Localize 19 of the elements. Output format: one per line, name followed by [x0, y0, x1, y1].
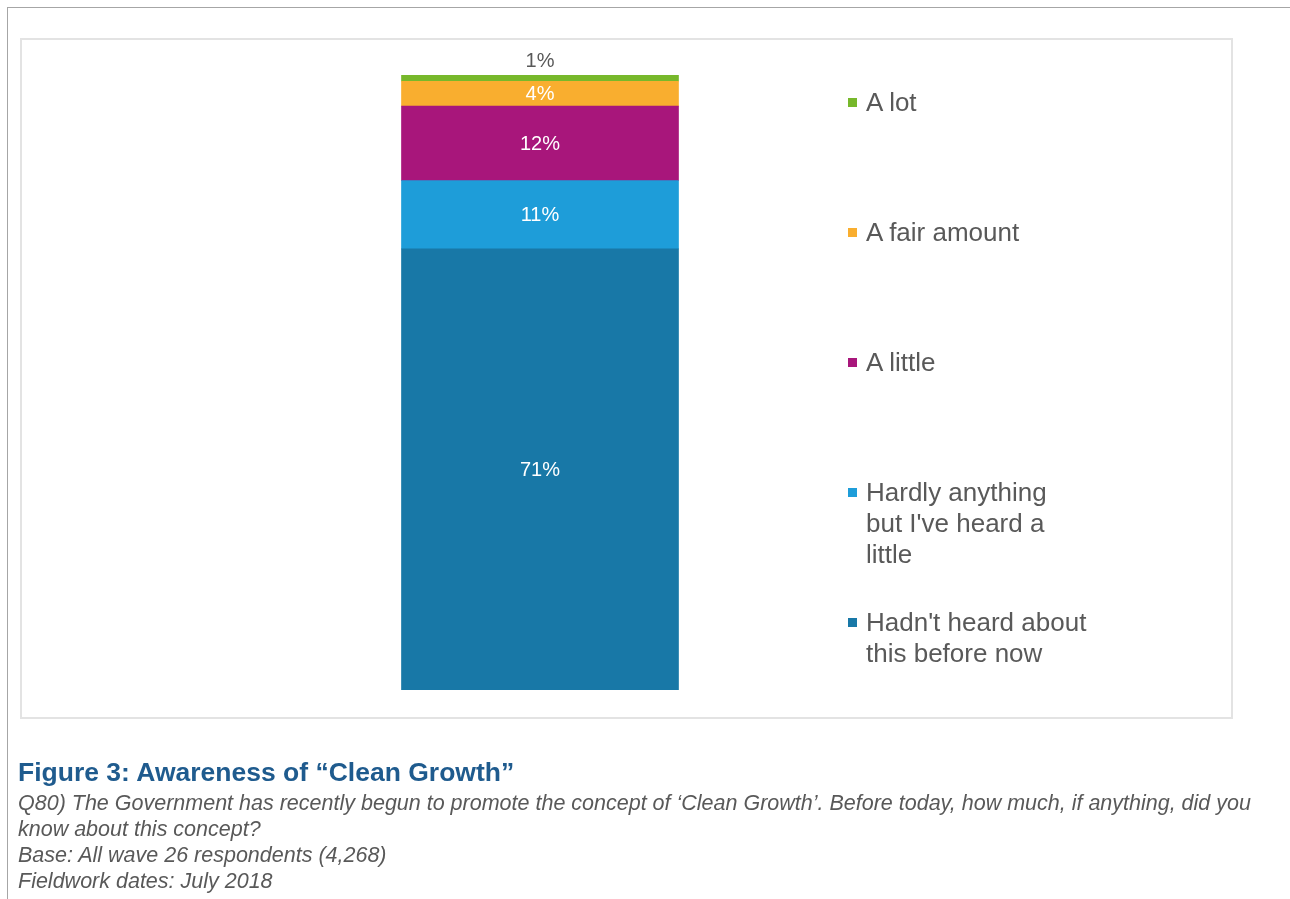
- data-label: 71%: [519, 457, 561, 480]
- legend-label: A lot: [866, 87, 918, 118]
- bar: [401, 80, 679, 107]
- text: Q80) The Government has recently begun to promote the concept of ‘Clean Growth’. Before today, how much, if anything, did you know about this concept?: [18, 790, 1252, 842]
- legend-label: Hadn't heard about this before now: [866, 607, 1088, 669]
- text: Fieldwork dates: July 2018: [18, 868, 274, 894]
- data-label: 1%: [525, 48, 555, 71]
- text: Base: All wave 26 respondents (4,268): [18, 842, 388, 868]
- bar: [401, 105, 679, 181]
- legend-label: Hardly anything but I've heard a little: [866, 477, 1048, 570]
- legend-label: A fair amount: [866, 217, 1021, 248]
- data-label: 4%: [525, 82, 555, 105]
- bar: [401, 180, 679, 250]
- bar: [401, 75, 679, 82]
- legend-label: A little: [866, 347, 937, 378]
- data-label: 11%: [520, 203, 560, 226]
- text: Figure 3: Awareness of “Clean Growth”: [18, 756, 515, 788]
- bar: [401, 248, 679, 690]
- data-label: 12%: [519, 131, 561, 154]
